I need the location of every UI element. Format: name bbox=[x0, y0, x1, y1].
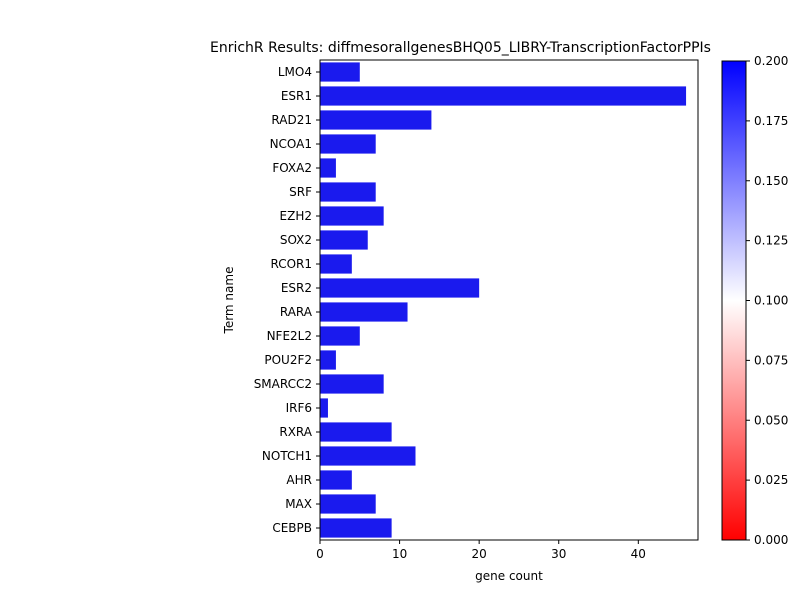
bar-notch1 bbox=[320, 446, 416, 466]
bar-rara bbox=[320, 302, 408, 322]
colorbar-tick-label: 0.125 bbox=[754, 234, 788, 248]
bar-cebpb bbox=[320, 518, 392, 538]
y-tick-label: NFE2L2 bbox=[267, 329, 312, 343]
bar-rxra bbox=[320, 422, 392, 442]
colorbar-tick-label: 0.000 bbox=[754, 533, 788, 547]
y-tick-label: CEBPB bbox=[272, 521, 312, 535]
x-tick-label: 30 bbox=[551, 547, 566, 561]
y-tick-label: IRF6 bbox=[286, 401, 312, 415]
bar-ahr bbox=[320, 470, 352, 490]
y-tick-label: RXRA bbox=[279, 425, 312, 439]
x-tick-label: 20 bbox=[472, 547, 487, 561]
bar-foxa2 bbox=[320, 158, 336, 178]
y-tick-label: SMARCC2 bbox=[254, 377, 312, 391]
colorbar-tick-label: 0.050 bbox=[754, 413, 788, 427]
y-tick-label: ESR2 bbox=[281, 281, 312, 295]
y-tick-group: LMO4 ESR1 RAD21 NCOA1 FOXA2 SRF EZH2 SOX2 RCOR1 E… bbox=[254, 65, 320, 535]
y-tick-label: MAX bbox=[285, 497, 312, 511]
y-tick-label: NOTCH1 bbox=[262, 449, 312, 463]
y-tick-label: RAD21 bbox=[271, 113, 312, 127]
bar-esr1 bbox=[320, 86, 687, 106]
bars-group bbox=[320, 62, 687, 538]
y-tick-label: RARA bbox=[280, 305, 313, 319]
y-tick-label: AHR bbox=[286, 473, 312, 487]
colorbar-tick-label: 0.200 bbox=[754, 54, 788, 68]
bar-esr2 bbox=[320, 278, 480, 298]
y-tick-label: LMO4 bbox=[278, 65, 312, 79]
colorbar-tick-group: 0.000 0.025 0.050 0.075 0.100 0.125 0.150 0.175… bbox=[746, 54, 788, 547]
plot-frame bbox=[319, 59, 699, 541]
colorbar-tick-label: 0.025 bbox=[754, 473, 788, 487]
bar-srf bbox=[320, 182, 376, 202]
y-tick-label: SOX2 bbox=[280, 233, 312, 247]
colorbar-tick-label: 0.075 bbox=[754, 353, 788, 367]
colorbar-tick-label: 0.100 bbox=[754, 294, 788, 308]
colorbar-tick-label: 0.150 bbox=[754, 174, 788, 188]
colorbar bbox=[721, 60, 747, 541]
bar-ezh2 bbox=[320, 206, 384, 226]
y-tick-label: RCOR1 bbox=[270, 257, 312, 271]
y-tick-label: ESR1 bbox=[281, 89, 312, 103]
colorbar-tick-label: 0.175 bbox=[754, 114, 788, 128]
bar-irf6 bbox=[320, 398, 328, 418]
y-tick-label: FOXA2 bbox=[272, 161, 312, 175]
bar-rad21 bbox=[320, 110, 432, 130]
y-tick-label: NCOA1 bbox=[270, 137, 312, 151]
x-tick-group: 0 10 20 30 40 bbox=[316, 540, 646, 561]
bar-max bbox=[320, 494, 376, 514]
bar-pou2f2 bbox=[320, 350, 336, 370]
bar-sox2 bbox=[320, 230, 368, 250]
x-tick-label: 0 bbox=[316, 547, 324, 561]
bar-smarcc2 bbox=[320, 374, 384, 394]
x-tick-label: 40 bbox=[631, 547, 646, 561]
y-axis-label: Term name bbox=[222, 267, 236, 335]
bar-nfe2l2 bbox=[320, 326, 360, 346]
chart-title: EnrichR Results: diffmesorallgenesBHQ05_… bbox=[210, 40, 711, 56]
bar-rcor1 bbox=[320, 254, 352, 274]
x-tick-label: 10 bbox=[392, 547, 407, 561]
y-tick-label: SRF bbox=[289, 185, 312, 199]
x-axis-label: gene count bbox=[475, 569, 543, 583]
bar-lmo4 bbox=[320, 62, 360, 82]
bar-ncoa1 bbox=[320, 134, 376, 154]
y-tick-label: EZH2 bbox=[280, 209, 312, 223]
y-tick-label: POU2F2 bbox=[264, 353, 312, 367]
